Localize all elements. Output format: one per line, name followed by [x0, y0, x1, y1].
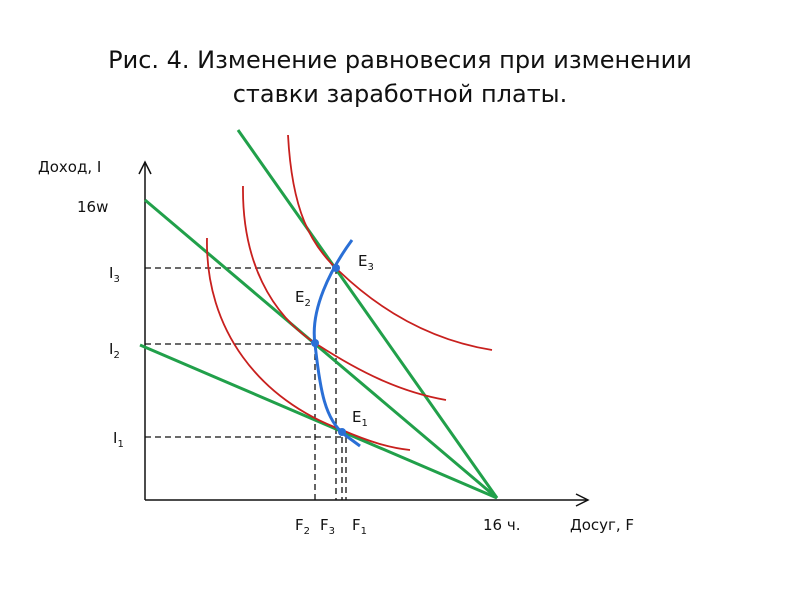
- equilibrium-label: E3: [358, 252, 374, 273]
- base: F: [320, 516, 329, 534]
- x-axis-label: Досуг, F: [570, 516, 634, 534]
- title-line: ставки заработной платы.: [233, 80, 568, 108]
- title-line: Рис. 4. Изменение равновесия при изменен…: [108, 46, 692, 74]
- equilibrium-label: E2: [295, 288, 311, 309]
- sub: 1: [117, 439, 123, 450]
- y-arrow: [138, 160, 152, 175]
- guides: [145, 267, 347, 500]
- equilibrium-point: [338, 428, 346, 436]
- income-label: I3: [109, 264, 120, 285]
- equilibrium-label: E1: [352, 408, 368, 429]
- x-arrow: [575, 493, 590, 507]
- income-label: I2: [109, 340, 120, 361]
- budget-lines: [139, 129, 499, 500]
- indifference-curve: [206, 237, 411, 451]
- sub: 3: [329, 526, 335, 537]
- base: F: [295, 516, 304, 534]
- equilibrium-point: [311, 339, 319, 347]
- budget-line: [144, 198, 498, 500]
- base: I: [109, 340, 113, 358]
- leisure-label: F2: [295, 516, 310, 537]
- base: I: [109, 264, 113, 282]
- budget-line: [139, 343, 498, 500]
- budget-line: [236, 129, 499, 499]
- equilibrium-points: [311, 264, 346, 436]
- x-max-label: 16 ч.: [483, 516, 521, 534]
- leisure-label: F3: [320, 516, 335, 537]
- indifference-curve: [287, 134, 493, 351]
- base: E: [358, 252, 367, 270]
- y-axis-label: Доход, I: [38, 158, 101, 176]
- sub: 2: [113, 350, 119, 361]
- axes: [138, 160, 590, 507]
- leisure-label: F1: [352, 516, 367, 537]
- base: E: [352, 408, 361, 426]
- equilibrium-point: [332, 264, 340, 272]
- sub: 1: [361, 418, 367, 429]
- sub: 2: [304, 298, 310, 309]
- base: F: [352, 516, 361, 534]
- sub: 2: [304, 526, 310, 537]
- sub: 1: [361, 526, 367, 537]
- sub: 3: [367, 262, 373, 273]
- base: E: [295, 288, 304, 306]
- base: I: [113, 429, 117, 447]
- sub: 3: [113, 274, 119, 285]
- y-max-label: 16w: [77, 198, 108, 216]
- income-label: I1: [113, 429, 124, 450]
- indifference-curves: [206, 134, 493, 451]
